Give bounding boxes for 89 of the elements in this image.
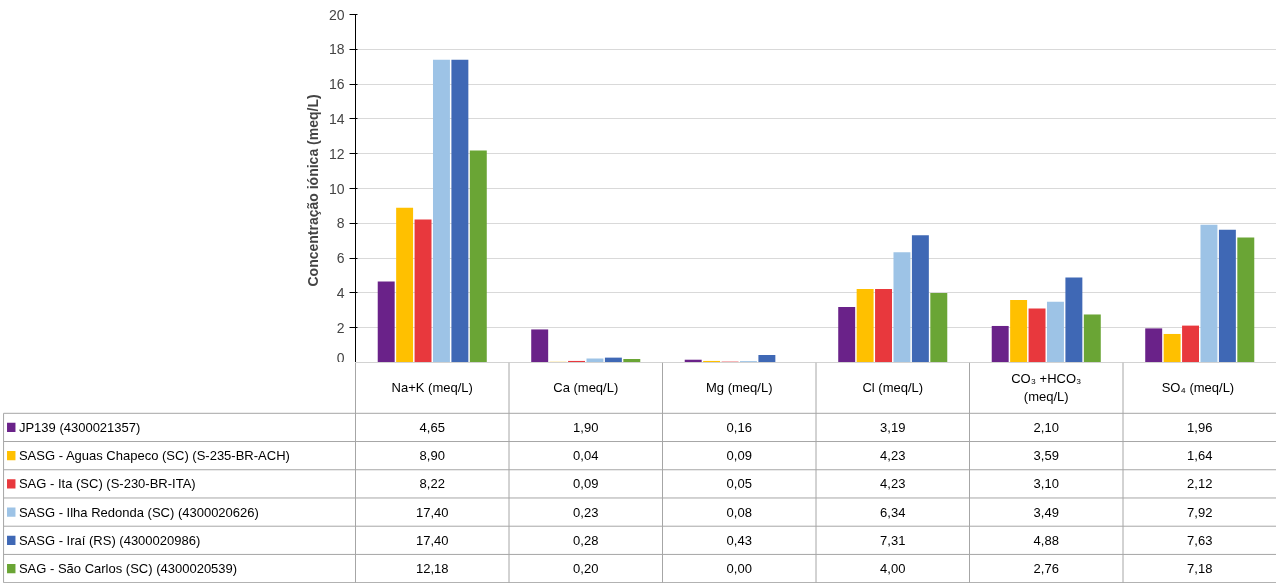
bar bbox=[604, 357, 622, 362]
bar bbox=[856, 288, 874, 362]
data-label: 0,04 bbox=[573, 448, 599, 464]
bar bbox=[1145, 328, 1163, 362]
bar bbox=[838, 306, 856, 362]
data-label: 0,23 bbox=[573, 504, 599, 520]
data-label: 0,09 bbox=[726, 448, 752, 464]
data-label: 4,88 bbox=[1033, 532, 1059, 548]
y-tick-label: 14 bbox=[328, 110, 345, 127]
data-label: 4,00 bbox=[880, 561, 906, 577]
data-label: 7,63 bbox=[1187, 532, 1213, 548]
y-tick-label: 2 bbox=[336, 319, 345, 336]
data-label: 17,40 bbox=[415, 504, 449, 520]
x-tick-label: SO₄ (meq/L) bbox=[1161, 380, 1235, 396]
bar bbox=[1237, 237, 1255, 362]
data-label: 17,40 bbox=[415, 532, 449, 548]
data-label: 12,18 bbox=[415, 561, 449, 577]
bar bbox=[432, 59, 450, 362]
legend-label: SAG - Ita (SC) (S-230-BR-ITA) bbox=[18, 476, 196, 492]
data-label: 3,59 bbox=[1033, 448, 1059, 464]
legend-label: SASG - Ilha Redonda (SC) (4300020626) bbox=[18, 504, 259, 520]
bar bbox=[396, 207, 414, 362]
y-tick-label: 0 bbox=[336, 349, 345, 366]
y-axis-title: Concentração iónica (meq/L) bbox=[304, 94, 321, 287]
bar bbox=[1083, 314, 1101, 362]
data-label: 0,05 bbox=[726, 476, 752, 492]
data-label: 4,65 bbox=[419, 419, 445, 435]
data-label: 0,28 bbox=[573, 532, 599, 548]
data-label: 0,08 bbox=[726, 504, 752, 520]
legend-label: SASG - Aguas Chapeco (SC) (S-235-BR-ACH) bbox=[18, 448, 290, 464]
data-label: 2,10 bbox=[1033, 419, 1059, 435]
data-label: 3,19 bbox=[880, 419, 906, 435]
data-label: 0,09 bbox=[573, 476, 599, 492]
x-tick-label: Cl (meq/L) bbox=[862, 380, 924, 396]
bar bbox=[911, 235, 929, 362]
y-tick-label: 18 bbox=[328, 41, 345, 58]
bar bbox=[1065, 277, 1083, 362]
data-label: 3,10 bbox=[1033, 476, 1059, 492]
bar bbox=[377, 281, 395, 362]
bar bbox=[1200, 224, 1218, 362]
data-label: 7,18 bbox=[1187, 561, 1213, 577]
y-tick-label: 8 bbox=[336, 215, 345, 232]
y-tick-label: 20 bbox=[328, 6, 345, 23]
bar bbox=[930, 292, 948, 362]
data-label: 1,96 bbox=[1187, 419, 1213, 435]
bar bbox=[1163, 333, 1181, 362]
data-label: 0,43 bbox=[726, 532, 752, 548]
bar bbox=[1028, 308, 1046, 362]
legend-label: JP139 (4300021357) bbox=[18, 419, 141, 435]
bar bbox=[1218, 229, 1236, 362]
data-label: 8,22 bbox=[419, 476, 445, 492]
bar bbox=[875, 288, 893, 362]
data-label: 0,00 bbox=[726, 561, 752, 577]
y-tick-label: 6 bbox=[336, 250, 345, 267]
data-label: 4,23 bbox=[880, 476, 906, 492]
x-tick-label: CO₃ +HCO₃ (meq/L) bbox=[1011, 371, 1082, 405]
data-label: 6,34 bbox=[880, 504, 906, 520]
bar bbox=[451, 59, 469, 362]
data-label: 1,64 bbox=[1187, 448, 1213, 464]
bar bbox=[893, 252, 911, 362]
bar bbox=[758, 355, 776, 362]
data-label: 4,23 bbox=[880, 448, 906, 464]
bar bbox=[586, 358, 604, 362]
legend-label: SAG - São Carlos (SC) (4300020539) bbox=[18, 561, 238, 577]
y-tick-label: 12 bbox=[328, 145, 345, 162]
data-label: 2,76 bbox=[1033, 561, 1059, 577]
y-tick-label: 10 bbox=[328, 180, 345, 197]
data-label: 8,90 bbox=[419, 448, 445, 464]
bar bbox=[469, 150, 487, 362]
x-tick-label: Na+K (meq/L) bbox=[391, 380, 473, 396]
bar bbox=[1046, 301, 1064, 362]
bar bbox=[1182, 325, 1200, 362]
bar bbox=[623, 359, 641, 362]
bar bbox=[1010, 300, 1028, 362]
data-label: 0,20 bbox=[573, 561, 599, 577]
x-tick-label: Mg (meq/L) bbox=[706, 380, 773, 396]
bar bbox=[414, 219, 432, 362]
bar bbox=[991, 325, 1009, 362]
y-tick-label: 4 bbox=[336, 284, 345, 301]
data-label: 7,92 bbox=[1187, 504, 1213, 520]
data-label: 3,49 bbox=[1033, 504, 1059, 520]
y-tick-label: 16 bbox=[328, 76, 345, 93]
legend-label: SASG - Iraí (RS) (4300020986) bbox=[18, 532, 201, 548]
x-tick-label: Ca (meq/L) bbox=[553, 380, 619, 396]
data-label: 7,31 bbox=[880, 532, 906, 548]
data-label: 2,12 bbox=[1187, 476, 1213, 492]
data-label: 0,16 bbox=[726, 419, 752, 435]
data-label: 1,90 bbox=[573, 419, 599, 435]
bar bbox=[531, 329, 549, 362]
